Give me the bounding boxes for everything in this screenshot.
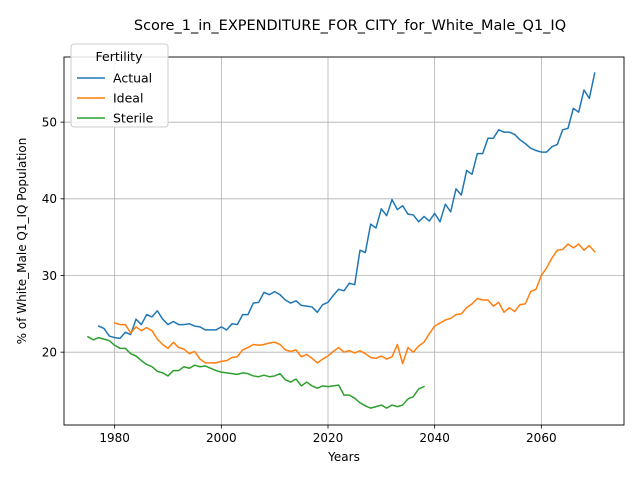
x-axis-label: Years	[327, 450, 360, 464]
legend: Fertility Actual Ideal Sterile	[70, 43, 169, 128]
legend-title: Fertility	[96, 49, 144, 64]
series-line-ideal	[113, 243, 596, 365]
y-tick-label: 50	[42, 115, 57, 129]
legend-label-actual: Actual	[113, 71, 152, 86]
series-line-sterile	[86, 335, 425, 409]
legend-entries: Actual Ideal Sterile	[77, 71, 154, 126]
x-tick-label: 2060	[526, 431, 557, 445]
legend-label-ideal: Ideal	[113, 91, 143, 106]
x-tick-label: 2000	[206, 431, 237, 445]
y-tick-label: 30	[42, 269, 57, 283]
legend-label-sterile: Sterile	[113, 111, 154, 126]
plot-frame	[63, 56, 625, 426]
x-tick-label: 2020	[313, 431, 344, 445]
y-tick-label: 40	[42, 192, 57, 206]
legend-box	[70, 43, 169, 128]
series-lines	[86, 72, 596, 409]
y-axis-label: % of White_Male Q1_IQ Population	[15, 138, 29, 345]
y-axis-ticks: 20 30 40 50	[42, 115, 64, 359]
chart-title: Score_1_in_EXPENDITURE_FOR_CITY_for_Whit…	[134, 18, 566, 34]
x-tick-label: 1980	[99, 431, 130, 445]
x-axis-ticks: 1980 2000 2020 2040 2060	[99, 425, 557, 445]
series-line-actual	[97, 72, 596, 340]
y-tick-label: 20	[42, 345, 57, 359]
x-tick-label: 2040	[419, 431, 450, 445]
